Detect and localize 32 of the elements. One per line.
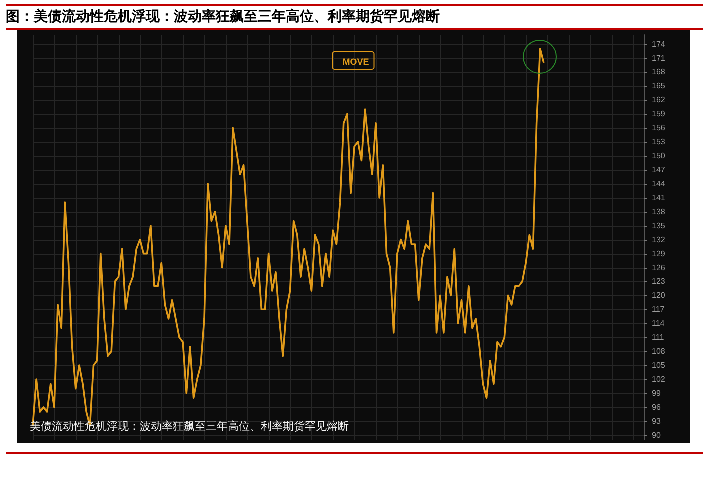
y-tick-label: 144 — [652, 179, 666, 188]
y-tick-label: 141 — [652, 193, 666, 202]
y-tick-label: 156 — [652, 124, 666, 133]
y-tick-label: 135 — [652, 221, 666, 230]
y-tick-label: 105 — [652, 361, 666, 370]
y-tick-label: 132 — [652, 235, 666, 244]
y-tick-label: 159 — [652, 110, 666, 119]
y-tick-label: 102 — [652, 374, 666, 384]
y-tick-label: 126 — [652, 263, 666, 272]
y-tick-label: 111 — [652, 333, 665, 342]
y-tick-label: 99 — [652, 388, 662, 398]
y-tick-label: 129 — [652, 249, 666, 258]
y-tick-label: 147 — [652, 166, 666, 174]
y-tick-label: 114 — [652, 319, 666, 328]
y-tick-label: 171 — [652, 54, 666, 63]
y-tick-label: 90 — [652, 430, 662, 440]
y-tick-label: 138 — [652, 207, 666, 216]
text: 美债流动性危机浮现：波动率狂飙至三年高位、利率期货罕见熔断 — [30, 420, 349, 433]
y-tick-label: 93 — [652, 416, 662, 426]
y-tick-label: 168 — [652, 68, 666, 77]
y-tick-label: 162 — [652, 96, 666, 105]
y-tick-label: 174 — [652, 40, 666, 49]
y-tick-label: 96 — [652, 402, 662, 412]
y-tick-label: 117 — [652, 305, 666, 314]
y-tick-label: 153 — [652, 138, 666, 147]
y-tick-label: 120 — [652, 291, 666, 300]
chart-title: 图：美债流动性危机浮现：波动率狂飙至三年高位、利率期货罕见熔断 — [6, 4, 703, 30]
y-tick-label: 123 — [652, 277, 666, 286]
y-tick-label: 108 — [652, 347, 666, 356]
y-tick-label: 150 — [652, 152, 666, 161]
y-tick-label: 165 — [652, 82, 666, 91]
text: MOVE — [342, 57, 370, 67]
